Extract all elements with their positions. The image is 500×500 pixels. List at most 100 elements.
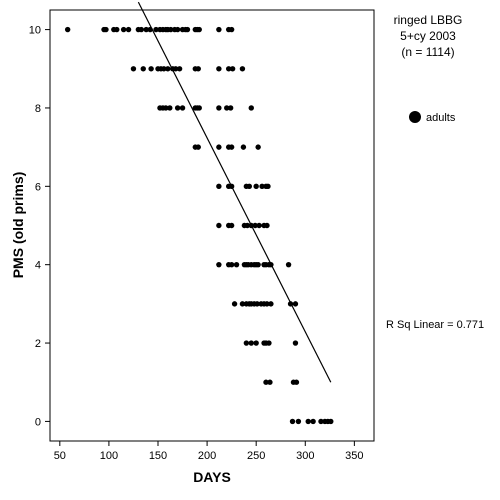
data-point (176, 66, 183, 72)
legend-marker (409, 111, 421, 123)
data-point (168, 26, 174, 33)
data-point (255, 144, 261, 150)
data-point (254, 301, 260, 307)
data-point (244, 222, 251, 229)
data-point (167, 105, 173, 111)
data-point (265, 183, 271, 190)
data-point (174, 26, 181, 33)
y-tick-label: 2 (35, 338, 41, 350)
chart-title-line-1: ringed LBBG (394, 13, 463, 27)
data-point (120, 26, 127, 33)
data-point (285, 261, 292, 268)
data-point (305, 418, 311, 425)
data-point (195, 144, 201, 150)
data-point (138, 26, 145, 33)
data-point (172, 66, 179, 72)
linear-fit-line (137, 1, 332, 383)
data-point (266, 340, 272, 346)
data-point (130, 66, 137, 72)
data-point (256, 222, 262, 229)
data-point (292, 301, 299, 307)
data-point (196, 26, 202, 33)
data-point (263, 379, 269, 385)
data-point (148, 66, 154, 72)
data-point (143, 26, 149, 33)
y-tick-label: 10 (29, 25, 41, 37)
data-point (165, 66, 171, 72)
data-point (216, 144, 222, 150)
data-point (252, 222, 258, 229)
data-point (216, 183, 222, 190)
data-point (268, 301, 274, 307)
data-point (64, 26, 71, 33)
x-tick-label: 250 (247, 450, 265, 462)
data-point (328, 418, 334, 425)
data-point (255, 261, 261, 268)
data-point (114, 26, 120, 33)
data-point (239, 301, 246, 307)
x-tick-label: 50 (54, 450, 66, 462)
data-point (246, 183, 253, 190)
chart-title-line-3: (n = 1114) (401, 45, 454, 59)
data-point (253, 183, 259, 190)
x-tick-label: 300 (296, 450, 314, 462)
data-point (292, 340, 299, 346)
data-point (216, 66, 222, 72)
data-point (125, 26, 132, 33)
data-point (289, 418, 296, 425)
x-tick-label: 350 (345, 450, 363, 462)
data-point (227, 105, 234, 111)
legend-label-adults: adults (426, 112, 456, 124)
r-squared-annotation: R Sq Linear = 0.771 (386, 319, 484, 331)
data-point (253, 340, 259, 346)
data-point (293, 379, 300, 385)
data-point (267, 379, 273, 385)
data-point (264, 301, 270, 307)
y-tick-label: 8 (35, 103, 41, 115)
data-point (216, 105, 222, 111)
data-point (228, 26, 235, 33)
data-point (196, 105, 202, 111)
x-tick-label: 200 (198, 450, 216, 462)
data-point (318, 418, 324, 425)
data-point (140, 66, 146, 72)
data-point (231, 301, 238, 307)
y-tick-label: 4 (35, 260, 41, 272)
chart-title-line-2: 5+cy 2003 (400, 29, 456, 43)
data-point (259, 183, 265, 190)
y-tick-label: 0 (35, 416, 41, 428)
data-point (228, 222, 235, 229)
data-point (163, 105, 169, 111)
x-tick-label: 150 (149, 450, 167, 462)
data-point (248, 105, 254, 111)
data-point (228, 261, 235, 268)
data-points (64, 26, 334, 425)
data-point (295, 418, 302, 425)
data-point (229, 66, 236, 72)
data-point (233, 261, 240, 268)
data-point (240, 144, 247, 150)
data-point (161, 66, 167, 72)
legend: adults (409, 111, 456, 124)
data-point (243, 340, 250, 346)
data-point (224, 105, 230, 111)
data-point (184, 26, 191, 33)
data-point (248, 340, 254, 346)
x-axis-ticks: 50 100 150 200 250 300 350 (54, 441, 364, 462)
plot-frame (49, 9, 375, 442)
data-point (195, 66, 201, 72)
chart-title: ringed LBBG 5+cy 2003 (n = 1114) (394, 13, 463, 59)
data-point (216, 222, 222, 229)
data-point (179, 105, 186, 111)
fit-line-group (137, 1, 332, 383)
data-point (239, 66, 246, 72)
data-point (264, 222, 270, 229)
data-point (225, 66, 232, 72)
y-axis-title: PMS (old prims) (10, 172, 26, 279)
data-point (216, 26, 222, 33)
y-axis-ticks: 0 2 4 6 8 10 (29, 25, 50, 428)
x-axis-title: DAYS (193, 469, 231, 485)
data-point (174, 105, 181, 111)
